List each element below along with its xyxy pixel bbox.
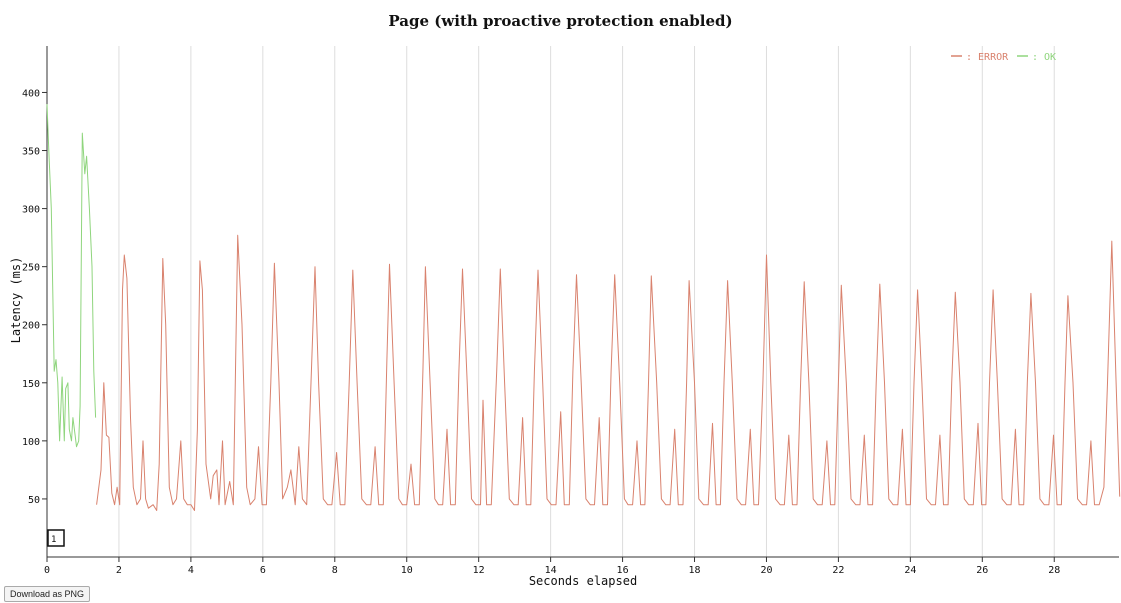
x-tick-labels: 0 2 4 6 8 10 12 14 16 18 20 22 24 26 28 [44, 565, 1060, 576]
series-error-line [96, 234, 1121, 511]
x-tick-label-28: 28 [1048, 565, 1060, 576]
legend-ok-label: : OK [1032, 52, 1056, 63]
x-tick-label-4: 4 [188, 565, 194, 576]
y-axis-label: Latency (ms) [9, 257, 23, 344]
marker-box[interactable]: 1 [47, 529, 65, 547]
y-tick-label-350: 350 [22, 147, 40, 158]
y-tick-label-200: 200 [22, 321, 40, 332]
y-tick-label-150: 150 [22, 379, 40, 390]
x-tick-label-10: 10 [401, 565, 413, 576]
legend: : ERROR : OK [951, 52, 1056, 63]
x-tick-label-2: 2 [116, 565, 122, 576]
y-tick-label-100: 100 [22, 437, 40, 448]
y-tick-label-300: 300 [22, 205, 40, 216]
marker-box-label: 1 [51, 535, 56, 545]
x-tick-label-16: 16 [617, 565, 629, 576]
x-tick-label-0: 0 [44, 565, 50, 576]
x-tick-label-22: 22 [832, 565, 844, 576]
legend-error-label: : ERROR [966, 52, 1009, 63]
x-tick-label-24: 24 [904, 565, 916, 576]
y-tick-label-400: 400 [22, 88, 40, 99]
download-png-button[interactable]: Download as PNG [4, 586, 91, 602]
x-axis-label: Seconds elapsed [529, 574, 637, 588]
series-ok-line [46, 104, 97, 448]
x-tick-label-18: 18 [688, 565, 700, 576]
grid-lines [118, 46, 1055, 557]
x-tick-label-8: 8 [332, 565, 338, 576]
x-tick-label-14: 14 [545, 565, 557, 576]
x-tick-label-6: 6 [260, 565, 266, 576]
chart-title: Page (with proactive protection enabled) [388, 12, 733, 30]
y-tick-labels: 50 100 150 200 250 300 350 400 [22, 88, 40, 505]
x-tick-label-12: 12 [473, 565, 485, 576]
series-layer [46, 104, 1121, 511]
y-tick-label-50: 50 [28, 495, 40, 506]
y-tick-label-250: 250 [22, 263, 40, 274]
axes [42, 46, 1119, 562]
x-tick-label-26: 26 [976, 565, 988, 576]
x-tick-label-20: 20 [760, 565, 772, 576]
